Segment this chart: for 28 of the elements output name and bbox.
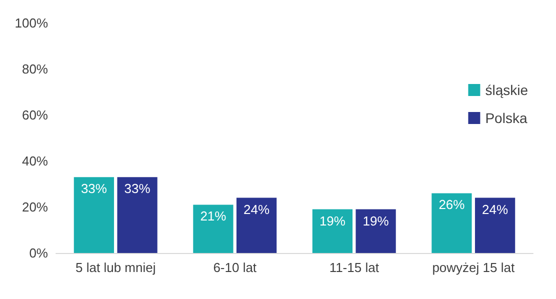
data-label: 26% <box>438 197 466 212</box>
legend-label: Polska <box>485 110 528 126</box>
data-label: 19% <box>362 213 390 228</box>
y-tick-label: 80% <box>22 62 48 76</box>
y-tick-label: 60% <box>22 108 48 122</box>
bar <box>432 193 472 253</box>
bar <box>356 209 396 253</box>
data-label: 33% <box>124 181 151 196</box>
data-label: 24% <box>482 202 508 217</box>
y-tick-label: 20% <box>22 200 48 214</box>
bar <box>193 204 234 253</box>
x-tick-label: 6-10 lat <box>213 260 257 275</box>
y-tick-label: 100% <box>14 16 48 30</box>
legend-label: śląskie <box>485 82 528 98</box>
data-label: 21% <box>200 208 227 224</box>
y-tick-label: 40% <box>22 154 48 168</box>
data-label: 24% <box>244 202 270 217</box>
bar <box>74 177 114 253</box>
x-tick-label: 5 lat lub mniej <box>76 260 156 275</box>
bar <box>312 209 353 253</box>
y-tick-label: 0% <box>29 246 48 260</box>
data-label: 19% <box>319 213 346 228</box>
data-label: 33% <box>80 181 108 196</box>
bar <box>474 198 516 253</box>
x-tick-label: powyżej 15 lat <box>432 260 515 275</box>
bar <box>236 198 277 253</box>
x-tick-label: 11-15 lat <box>329 260 380 275</box>
bar <box>117 177 158 253</box>
